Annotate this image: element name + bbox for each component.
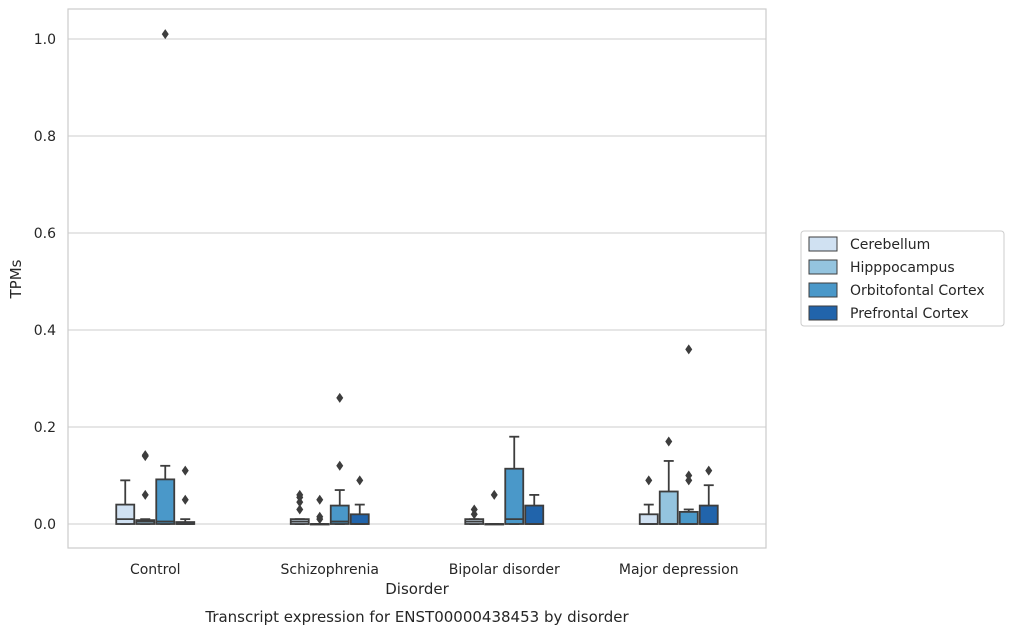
x-tick-label: Major depression — [619, 562, 739, 578]
outlier-point — [141, 489, 149, 500]
legend-swatch — [808, 282, 838, 298]
box — [638, 513, 659, 525]
outlier-point — [685, 470, 693, 481]
box-orbitofontal-cortex — [678, 344, 699, 525]
legend-label: Cerebellum — [850, 237, 930, 253]
box-cerebellum — [464, 504, 485, 525]
legend-swatch — [808, 259, 838, 275]
outlier-point — [296, 489, 304, 500]
outlier-point — [470, 504, 478, 515]
outlier-point — [181, 494, 189, 505]
box-cerebellum — [289, 489, 310, 525]
box — [329, 504, 350, 525]
box — [349, 513, 370, 525]
y-tick-label: 1.0 — [34, 32, 56, 48]
box-prefrontal-cortex — [698, 465, 719, 525]
legend: Cerebellum Hipppocampus Orbitofontal Corte… — [800, 230, 1005, 327]
grid-lines — [68, 38, 766, 525]
outlier-point — [356, 475, 364, 486]
box — [698, 504, 719, 525]
box — [678, 510, 699, 525]
box — [524, 504, 545, 525]
y-tick-label: 0.0 — [34, 517, 56, 533]
legend-frame — [800, 230, 1005, 327]
y-axis-ticks: 0.0 0.2 0.4 0.6 0.8 1.0 — [34, 32, 56, 533]
box — [504, 467, 525, 525]
box-prefrontal-cortex — [349, 475, 370, 525]
outlier-point — [665, 436, 673, 447]
box — [115, 503, 136, 525]
chart-title: Transcript expression for ENST0000043845… — [204, 608, 629, 626]
outlier-point — [645, 475, 653, 486]
outlier-point — [336, 392, 344, 403]
box-orbitofontal-cortex — [155, 29, 176, 525]
box — [658, 490, 679, 525]
outlier-point — [161, 29, 169, 40]
x-axis-label: Disorder — [385, 580, 449, 598]
box-plot-series — [115, 29, 719, 526]
y-tick-label: 0.2 — [34, 420, 56, 436]
box-prefrontal-cortex — [524, 493, 545, 525]
x-axis-ticks: Control Schizophrenia Bipolar disorder Majo… — [130, 562, 739, 578]
box-cerebellum — [638, 475, 659, 525]
x-tick-label: Control — [130, 562, 181, 578]
box-hipppocampus — [309, 494, 330, 526]
y-tick-label: 0.6 — [34, 226, 56, 242]
y-axis-label: TPMs — [7, 259, 25, 299]
outlier-point — [705, 465, 713, 476]
y-tick-label: 0.4 — [34, 323, 56, 339]
x-tick-label: Bipolar disorder — [449, 562, 560, 578]
box-hipppocampus — [135, 450, 156, 525]
legend-swatch — [808, 305, 838, 321]
box — [155, 478, 176, 525]
outlier-point — [490, 489, 498, 500]
box-hipppocampus — [658, 436, 679, 525]
box-hipppocampus — [484, 489, 505, 526]
box-cerebellum — [115, 479, 136, 525]
outlier-point — [336, 460, 344, 471]
outlier-point — [316, 494, 324, 505]
outlier-point — [296, 504, 304, 515]
legend-swatch — [808, 236, 838, 252]
outlier-point — [181, 465, 189, 476]
legend-label: Orbitofontal Cortex — [850, 283, 985, 299]
outlier-point — [685, 344, 693, 355]
outlier-point — [141, 450, 149, 461]
plot-frame — [67, 8, 767, 549]
box-orbitofontal-cortex — [329, 392, 350, 525]
x-tick-label: Schizophrenia — [281, 562, 379, 578]
box-prefrontal-cortex — [175, 465, 196, 525]
legend-label: Hipppocampus — [850, 260, 955, 276]
y-tick-label: 0.8 — [34, 129, 56, 145]
legend-label: Prefrontal Cortex — [850, 306, 969, 322]
outlier-point — [316, 511, 324, 522]
box-orbitofontal-cortex — [504, 435, 525, 525]
